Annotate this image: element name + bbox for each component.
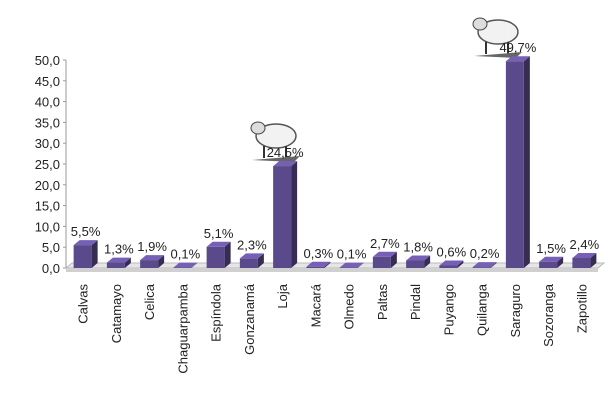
data-label: 5,5% [71,224,101,239]
y-tick-label: 10,0 [35,219,60,234]
data-label: 1,9% [137,239,167,254]
x-tick-label: Gonzanamá [242,283,257,355]
x-tick-label: Catamayo [109,284,124,343]
data-label: 0,6% [437,245,467,260]
bar-top [539,256,564,262]
bar [539,261,558,268]
bar-top [206,241,231,247]
bar-side [490,262,497,268]
bar-side [557,256,564,268]
data-label: 5,1% [204,226,234,241]
bar-top [572,253,597,259]
bar-top [406,255,431,261]
y-tick-label: 20,0 [35,178,60,193]
bar-top [472,262,497,268]
x-tick-label: Saraguro [508,284,523,337]
bar [140,260,159,268]
x-tick-label: Loja [275,283,290,308]
y-tick-label: 50,0 [35,53,60,68]
y-tick-label: 30,0 [35,136,60,151]
bar-side [257,253,264,268]
x-tick-label: Macará [308,283,323,327]
x-tick-label: Calvas [76,284,91,324]
bar-side [291,161,298,268]
bar-top [73,240,98,246]
data-label: 2,3% [237,237,267,252]
data-label: 1,5% [536,241,566,256]
data-label: 49,7% [499,40,536,55]
bar-top [339,262,364,268]
bar-top [306,261,331,267]
y-tick-label: 5,0 [42,240,60,255]
bar-side [523,56,530,268]
x-tick-label: Olmedo [342,284,357,330]
bar-top [439,260,464,266]
bar-side [590,253,597,268]
sheep-icon [250,121,300,162]
x-tick-label: Celica [142,283,157,320]
x-tick-label: Puyango [441,284,456,335]
bar [406,260,425,268]
data-label: 2,7% [370,236,400,251]
data-label: 24,5% [267,145,304,160]
bar-side [191,262,198,268]
x-tick-label: Pindal [408,284,423,320]
bar-top [372,251,397,257]
bar-side [390,251,397,268]
x-tick-label: Chaguarpamba [175,283,190,373]
bar-top [505,56,530,62]
bar-side [91,240,98,268]
bar [206,246,225,268]
y-tick-label: 0,0 [42,261,60,276]
y-tick-label: 35,0 [35,115,60,130]
y-tick-label: 40,0 [35,95,60,110]
bar-side [357,262,364,268]
y-tick-label: 15,0 [35,199,60,214]
x-tick-label: Paltas [375,284,390,321]
data-label: 0,1% [171,247,201,262]
y-tick-label: 45,0 [35,74,60,89]
bar [439,265,458,268]
floor-edge [66,268,598,272]
bar [306,266,325,268]
x-tick-label: Zapotillo [574,284,589,333]
bar-side [158,255,165,268]
bar-side [224,241,231,268]
bar-side [324,261,331,268]
bar-top [273,161,298,167]
bar [572,258,591,268]
y-tick-label: 25,0 [35,157,60,172]
bar [273,166,292,268]
sheep-icon [472,17,522,58]
bar-side [457,260,464,268]
data-label: 0,2% [470,246,500,261]
x-tick-label: Quilanga [475,283,490,336]
x-tick-label: Espíndola [209,283,224,342]
bar [73,245,92,268]
bar [239,258,258,268]
data-label: 1,8% [403,240,433,255]
bar-top [173,262,198,268]
bar-top [239,253,264,259]
bar [472,267,491,268]
bar-top [106,257,131,263]
bar-side [124,257,131,268]
data-label: 0,1% [337,247,367,262]
bar [505,61,524,268]
x-tick-label: Sozoranga [541,283,556,347]
data-label: 1,3% [104,242,134,257]
bar-top [140,255,165,261]
data-label: 2,4% [570,237,600,252]
bar [106,262,125,268]
data-label: 0,3% [304,246,334,261]
bar-side [424,255,431,268]
bar [372,256,391,268]
